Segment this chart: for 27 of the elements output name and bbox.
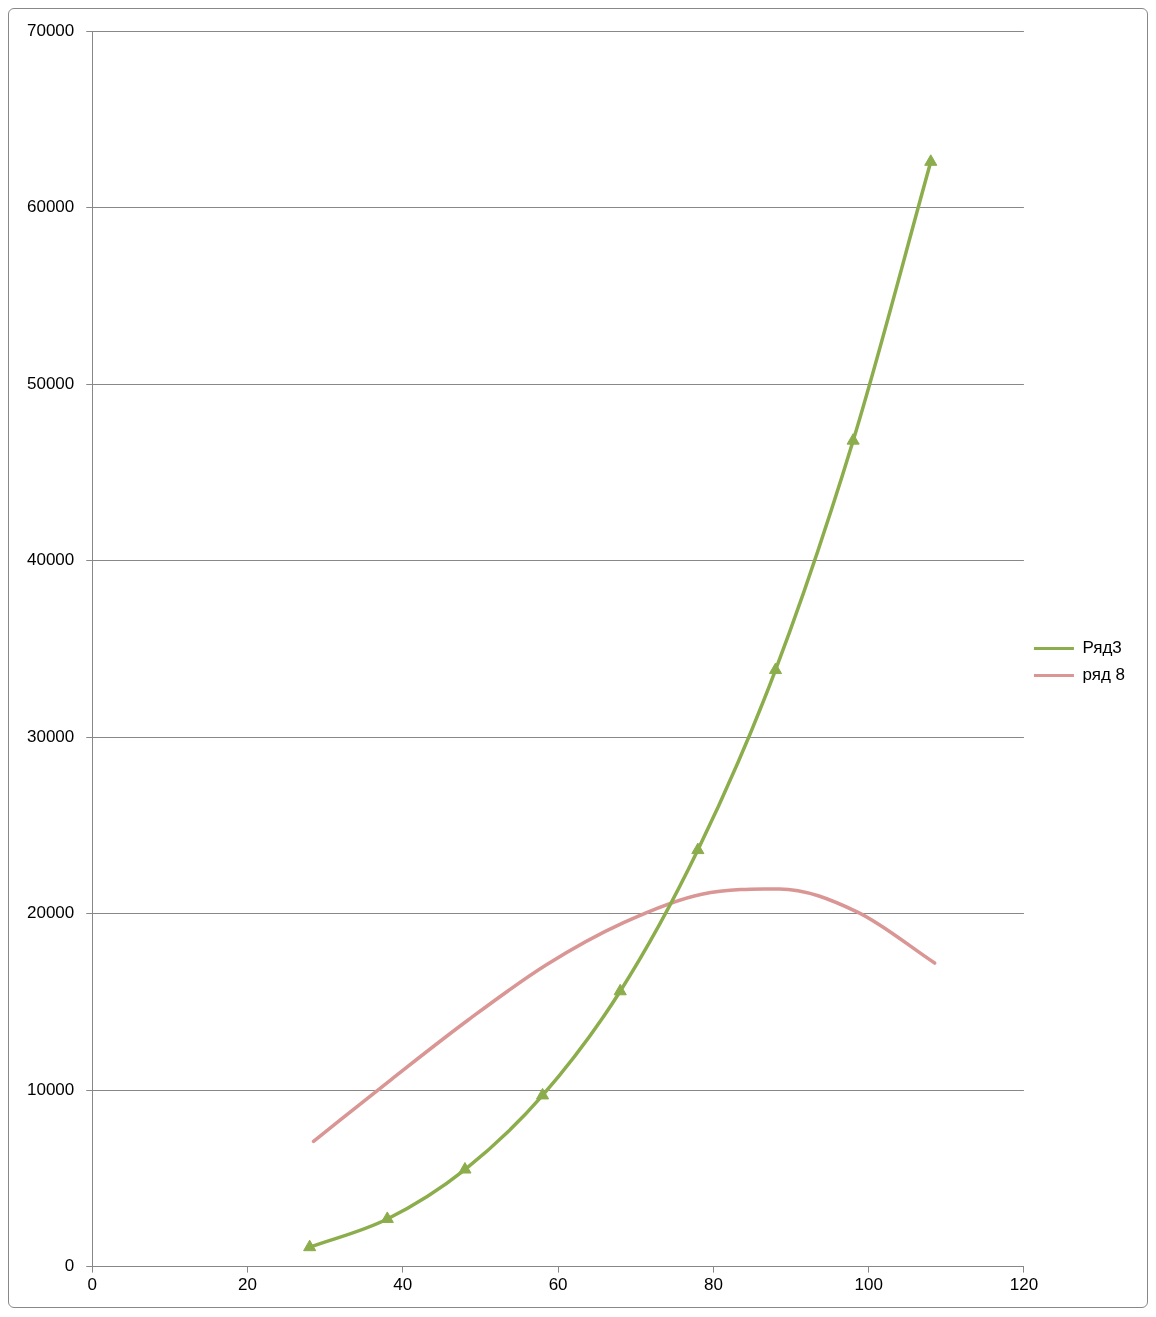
x-tick-label: 40 <box>393 1275 413 1295</box>
point <box>458 1162 472 1174</box>
point <box>613 983 627 996</box>
point <box>768 662 783 675</box>
y-tick-label: 40000 <box>26 550 75 570</box>
y-tick-label: 70000 <box>26 20 75 40</box>
y-tick-label: 30000 <box>26 726 75 746</box>
legend-label: ряд 8 <box>1082 665 1126 685</box>
legend-label: Ряд3 <box>1082 638 1122 658</box>
point <box>691 842 705 855</box>
y-tick-label: 60000 <box>26 197 75 217</box>
point <box>380 1211 394 1223</box>
point <box>846 433 860 445</box>
point <box>303 1239 317 1252</box>
x-tick-label: 120 <box>1009 1275 1039 1295</box>
line-series <box>311 887 937 1144</box>
y-tick-label: 0 <box>64 1256 75 1276</box>
x-tick-label: 20 <box>238 1275 258 1295</box>
y-tick-label: 10000 <box>26 1079 75 1099</box>
y-tick-label: 50000 <box>26 373 75 393</box>
point <box>924 154 938 166</box>
x-tick-label: 60 <box>548 1275 568 1295</box>
y-tick-label: 20000 <box>26 903 75 923</box>
point <box>536 1087 550 1100</box>
x-tick-label: 0 <box>87 1275 98 1295</box>
x-tick-label: 100 <box>854 1275 883 1295</box>
x-tick-label: 80 <box>703 1275 723 1295</box>
